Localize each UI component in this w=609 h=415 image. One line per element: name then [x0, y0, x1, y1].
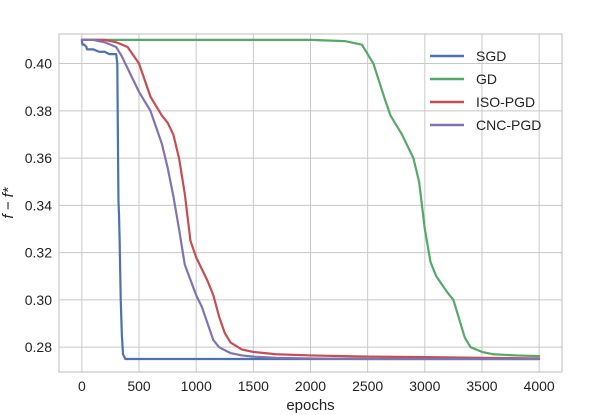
legend-label-cnc-pgd: CNC-PGD	[476, 117, 541, 133]
x-tick-label: 2500	[352, 378, 383, 394]
grid	[59, 34, 562, 372]
x-tick-label: 500	[127, 378, 151, 394]
y-tick-label: 0.32	[25, 245, 52, 261]
x-tick-label: 1500	[238, 378, 269, 394]
x-tick-label: 4000	[524, 378, 555, 394]
series-line-cnc-pgd	[80, 38, 541, 361]
x-tick-label: 2000	[295, 378, 326, 394]
series-layer	[80, 38, 541, 361]
legend: SGD GD ISO-PGD CNC-PGD	[430, 48, 541, 133]
legend-label-gd: GD	[476, 71, 497, 87]
y-tick-label: 0.30	[25, 292, 52, 308]
x-tick-label: 1000	[181, 378, 212, 394]
series-line-gd	[80, 38, 541, 358]
x-tick-label: 0	[78, 378, 86, 394]
x-tick-label: 3000	[409, 378, 440, 394]
x-tick-label: 3500	[466, 378, 497, 394]
legend-label-sgd: SGD	[476, 48, 506, 64]
y-tick-label: 0.34	[25, 197, 52, 213]
plot-frame	[58, 33, 563, 373]
series-line-iso-pgd	[80, 38, 541, 360]
tick-labels: 0 500 1000 1500 2000 2500 3000 3500 4000 0.28 0.30…	[25, 56, 555, 394]
y-tick-label: 0.28	[25, 339, 52, 355]
x-axis-label: epochs	[286, 397, 334, 414]
y-tick-label: 0.40	[25, 56, 52, 72]
legend-label-iso-pgd: ISO-PGD	[476, 94, 535, 110]
series-line-sgd	[80, 38, 541, 361]
y-axis-label: f − f*	[0, 186, 17, 218]
y-tick-label: 0.36	[25, 150, 52, 166]
y-tick-label: 0.38	[25, 103, 52, 119]
